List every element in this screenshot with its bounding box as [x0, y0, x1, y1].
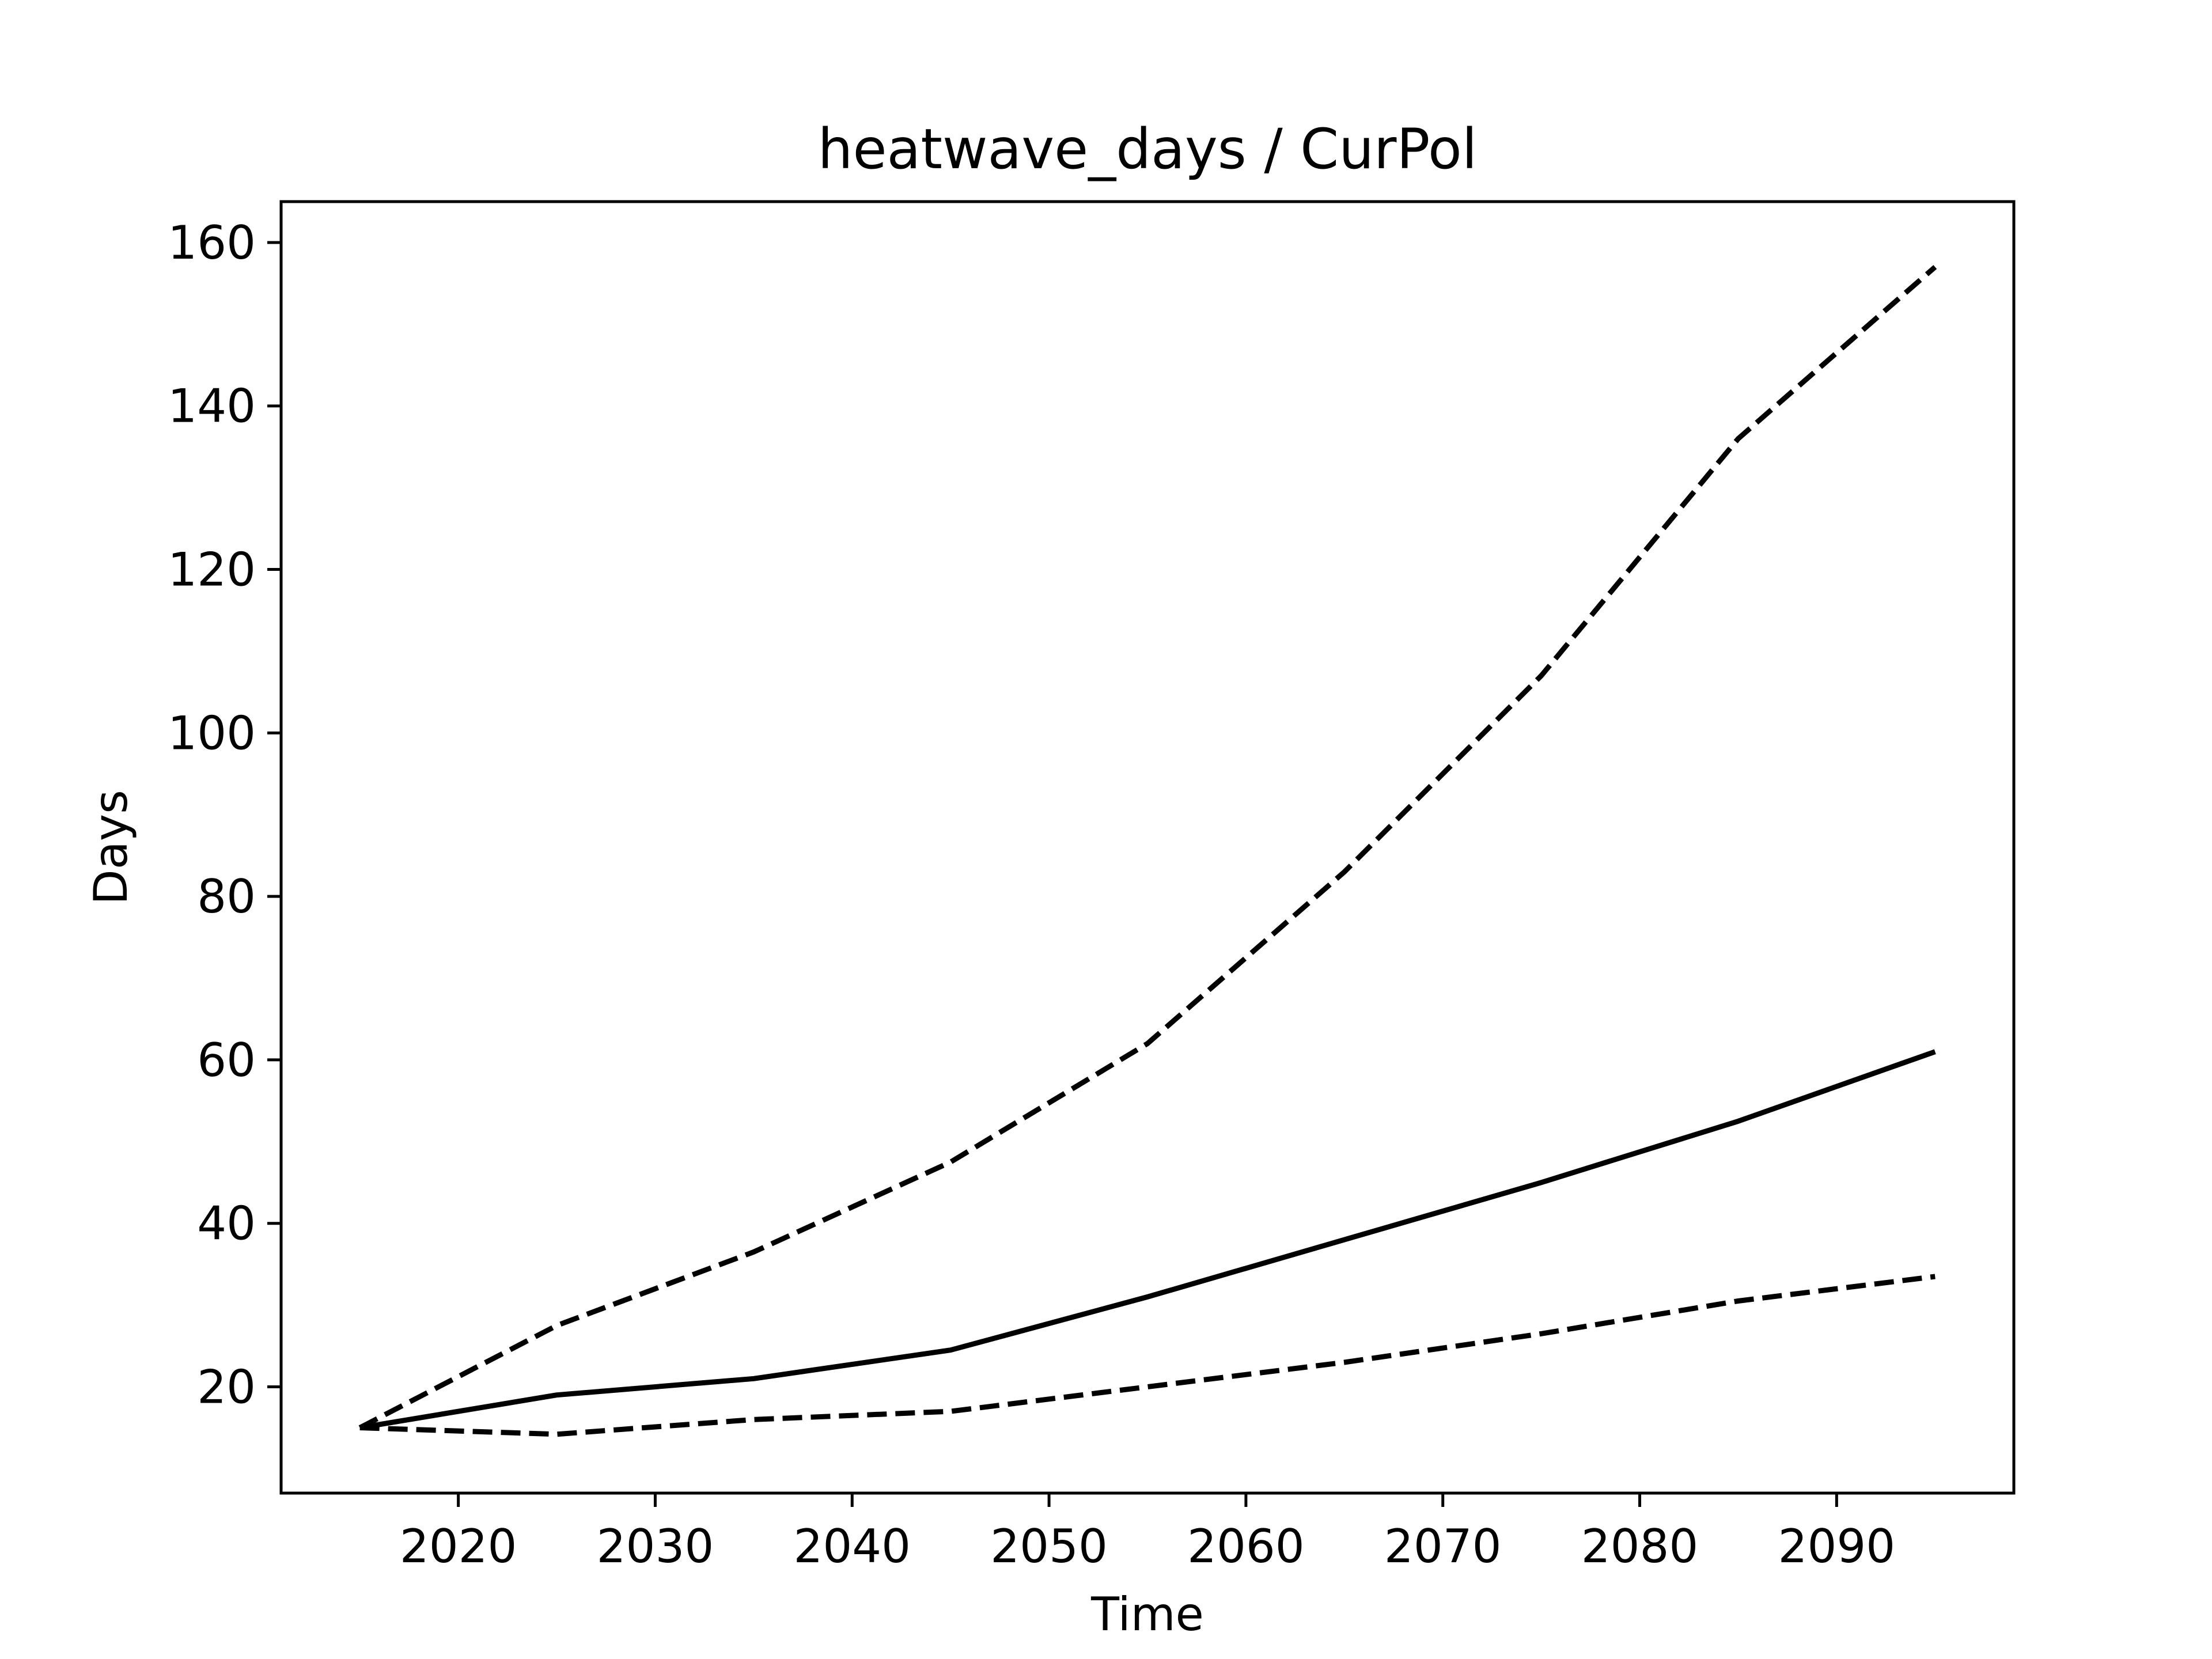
y-tick-label: 160	[168, 216, 256, 270]
x-tick-label: 2050	[990, 1520, 1108, 1573]
series-line-1-dashed	[358, 265, 1937, 1430]
y-axis-label: Days	[84, 790, 138, 905]
x-tick-label: 2090	[1778, 1520, 1896, 1573]
x-tick-label: 2020	[400, 1520, 517, 1573]
x-tick-label: 2060	[1187, 1520, 1305, 1573]
y-tick-label: 20	[197, 1361, 256, 1414]
chart-title: heatwave_days / CurPol	[818, 117, 1478, 181]
y-tick-label: 120	[168, 543, 256, 597]
x-tick-label: 2030	[597, 1520, 714, 1573]
series-line-3-dashed	[359, 1274, 1936, 1437]
y-tick-label: 140	[168, 380, 256, 433]
x-tick-label: 2080	[1581, 1520, 1699, 1573]
x-tick-label: 2070	[1384, 1520, 1502, 1573]
series-line-2-solid	[359, 1049, 1936, 1430]
y-tick-label: 100	[168, 706, 256, 760]
plot-frame	[279, 200, 2016, 1495]
x-tick-label: 2040	[793, 1520, 911, 1573]
y-tick-label: 40	[197, 1197, 256, 1251]
y-tick-label: 80	[197, 870, 256, 923]
series-layer	[358, 265, 1937, 1437]
y-tick-label: 60	[197, 1033, 256, 1087]
x-axis-ticks: 2020 2030 2040 2050 2060 2070 2080 2090	[400, 1493, 1895, 1573]
x-axis-label: Time	[1090, 1588, 1204, 1641]
y-axis-ticks: 20 40 60 80 100 120 140 160	[168, 216, 281, 1414]
